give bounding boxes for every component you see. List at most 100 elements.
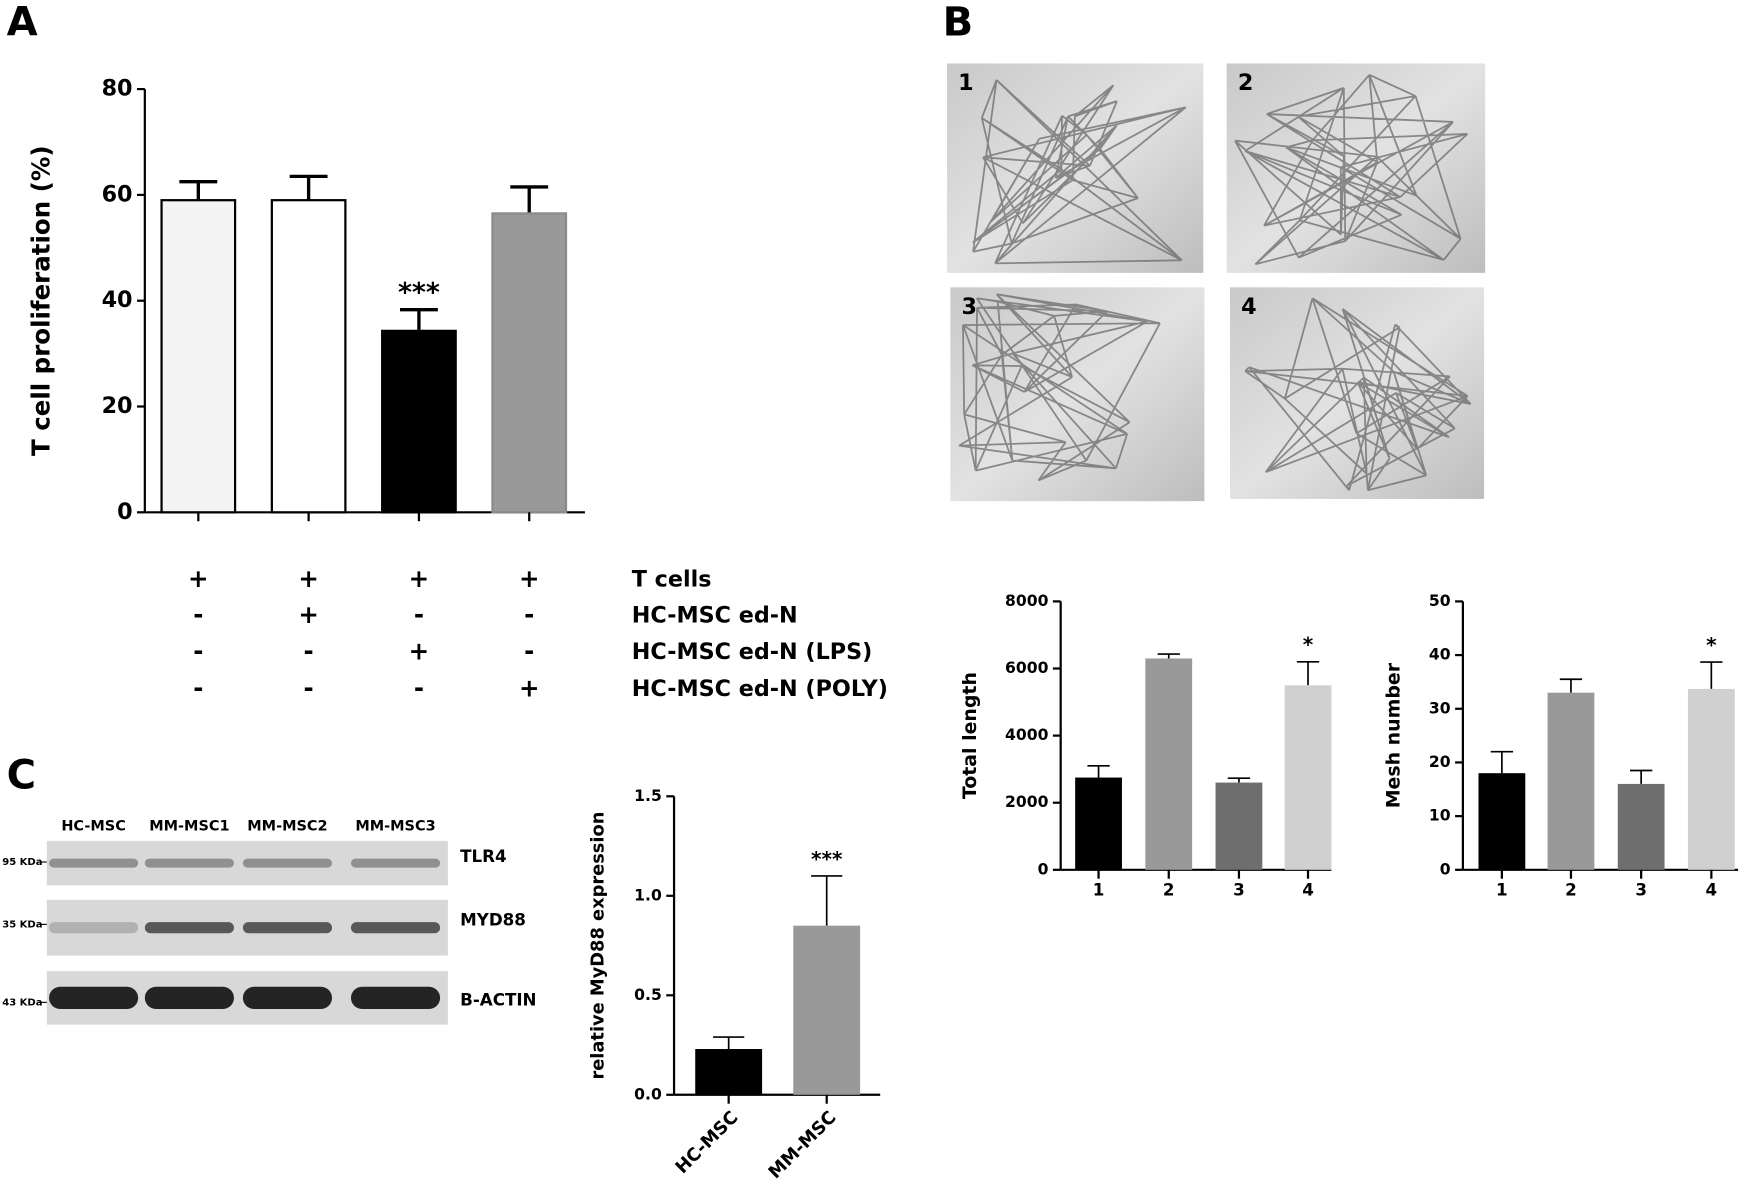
panel-label: C [7,752,36,798]
condition-sign: + [409,637,430,666]
x-tick-label: MM-MSC [764,1107,840,1183]
image-label: 1 [958,70,974,96]
bar [1145,658,1193,870]
significance: * [1706,633,1717,657]
bar [695,1049,763,1095]
y-tick-label: 0 [1440,860,1451,878]
significance: *** [811,847,843,871]
condition-sign: - [414,600,424,629]
condition-sign: - [304,673,314,702]
bar [1687,688,1735,870]
lane-label: MM-MSC1 [149,818,229,834]
blot-band [242,986,333,1010]
x-tick-label: 3 [1233,879,1245,899]
blot-band [242,922,333,934]
cell-network [958,293,1161,482]
y-tick-label: 20 [102,393,133,419]
blot-band [350,922,441,934]
bar [1215,782,1263,870]
x-tick-label: HC-MSC [671,1107,742,1178]
x-tick-label: 2 [1163,879,1175,899]
blot-band [49,922,139,934]
y-axis-label: Mesh number [1382,662,1404,808]
x-tick-label: 2 [1565,879,1577,899]
blot-strip [46,840,448,886]
bar [1075,777,1122,870]
blot-band [350,858,441,868]
significance: *** [398,278,440,309]
blot-band [144,858,234,868]
condition-label: T cells [632,567,712,593]
x-tick-label: 4 [1706,879,1718,899]
lane-label: MM-MSC3 [355,818,435,834]
micrograph [1226,63,1486,273]
bar [381,329,457,514]
cell-network [1244,297,1472,492]
protein-label: B-ACTIN [460,990,536,1010]
y-tick-label: 60 [102,181,133,207]
condition-sign: + [519,673,540,702]
bar [1617,783,1665,870]
y-tick-label: 0.0 [634,1085,662,1103]
protein-label: TLR4 [460,846,506,866]
y-tick-label: 0 [1038,860,1049,878]
panel-label: A [7,0,38,45]
blot-band [242,858,333,868]
condition-label: HC-MSC ed-N (LPS) [632,639,873,665]
bar [491,212,568,514]
image-label: 2 [1238,70,1254,96]
image-label: 4 [1241,294,1257,320]
x-tick-label: 3 [1635,879,1647,899]
bar [793,925,861,1095]
significance: * [1303,633,1314,657]
protein-label: MYD88 [460,910,526,930]
condition-sign: - [524,600,534,629]
condition-sign: - [524,637,534,666]
condition-sign: - [193,637,203,666]
condition-label: HC-MSC ed-N [632,602,798,628]
y-tick-label: 0.5 [634,986,662,1004]
blot-band [49,986,139,1010]
panel-label: B [943,0,974,45]
y-tick-label: 4000 [1005,726,1049,744]
y-tick-label: 80 [102,76,133,102]
y-tick-label: 40 [102,287,133,313]
y-tick-label: 1.5 [634,787,662,805]
condition-sign: - [193,600,203,629]
y-tick-label: 40 [1429,646,1451,664]
lane-label: MM-MSC2 [247,818,327,834]
condition-sign: - [414,673,424,702]
cell-network [972,79,1187,265]
y-tick-label: 10 [1429,807,1451,825]
marker-label: 95 KDa [2,857,42,868]
blot-band [144,986,234,1010]
condition-sign: + [298,600,319,629]
bar [1284,685,1332,870]
condition-sign: + [298,564,319,593]
y-tick-label: 2000 [1005,793,1049,811]
y-tick-label: 30 [1429,699,1451,717]
y-tick-label: 20 [1429,753,1451,771]
condition-sign: + [519,564,540,593]
bar [160,199,237,514]
y-tick-label: 6000 [1005,659,1049,677]
condition-label: HC-MSC ed-N (POLY) [632,676,888,702]
blot-band [350,986,441,1010]
bar [270,199,347,514]
bar [1547,692,1595,870]
y-tick-label: 0 [117,499,133,525]
y-axis-label: relative MyD88 expression [587,812,608,1080]
x-tick-label: 1 [1496,879,1508,899]
y-tick-label: 50 [1429,592,1451,610]
cell-network [1234,74,1469,266]
x-tick-label: 4 [1302,879,1314,899]
y-tick-label: 1.0 [634,886,662,904]
blot-band [144,922,234,934]
y-tick-label: 8000 [1005,592,1049,610]
condition-sign: + [409,564,430,593]
condition-sign: - [193,673,203,702]
y-axis-label: Total length [959,672,981,799]
image-label: 3 [962,294,978,320]
blot-band [49,858,139,868]
